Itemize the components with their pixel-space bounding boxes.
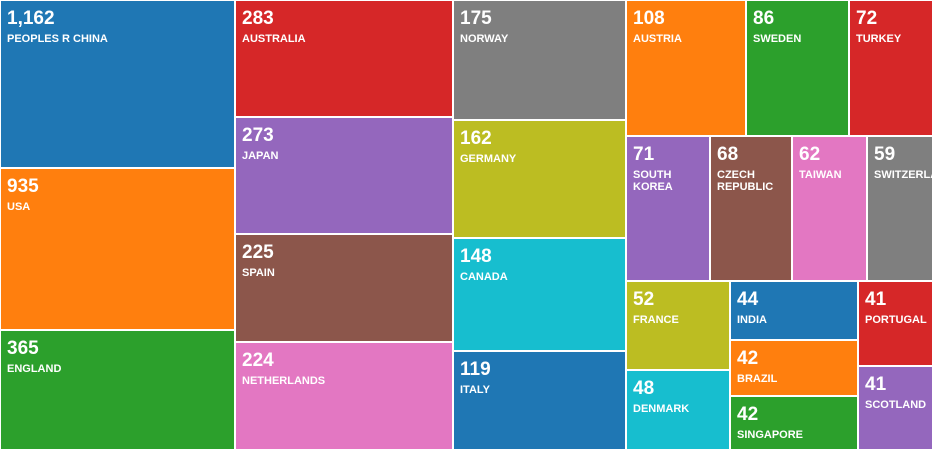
treemap-tile-japan: 273 JAPAN [235, 117, 453, 234]
tile-value: 224 [242, 350, 274, 371]
tile-value: 72 [856, 8, 878, 29]
tile-label: SCOTLAND [865, 399, 927, 411]
tile-label: FRANCE [633, 314, 679, 326]
tile-value: 273 [242, 125, 274, 146]
treemap-tile-singapore: 42 SINGAPORE [730, 396, 858, 450]
tile-label: SPAIN [242, 267, 275, 279]
tile-value: 71 [633, 144, 655, 165]
tile-label: JAPAN [242, 150, 279, 162]
tile-value: 41 [865, 374, 887, 395]
tile-value: 62 [799, 144, 821, 165]
tile-label: TAIWAN [799, 169, 842, 181]
treemap-tile-denmark: 48 DENMARK [626, 370, 730, 450]
treemap-tile-spain: 225 SPAIN [235, 234, 453, 342]
tile-label: GERMANY [460, 153, 517, 165]
treemap-tile-turkey: 72 TURKEY [849, 0, 933, 136]
tile-label: NORWAY [460, 33, 509, 45]
treemap-tile-italy: 119 ITALY [453, 351, 626, 450]
tile-value: 175 [460, 8, 492, 29]
treemap-tile-canada: 148 CANADA [453, 238, 626, 351]
tile-value: 44 [737, 289, 759, 310]
tile-value: 162 [460, 128, 492, 149]
treemap-tile-czech-republic: 68 CZECH REPUBLIC [710, 136, 792, 281]
tile-value: 41 [865, 289, 887, 310]
treemap-tile-scotland: 41 SCOTLAND [858, 366, 933, 450]
tile-value: 59 [874, 144, 896, 165]
tile-value: 119 [460, 359, 491, 380]
tile-value: 365 [7, 338, 39, 359]
tile-label: CANADA [460, 271, 508, 283]
treemap-tile-germany: 162 GERMANY [453, 120, 626, 238]
tile-value: 225 [242, 242, 274, 263]
tile-value: 86 [753, 8, 775, 29]
tile-value: 42 [737, 348, 759, 369]
tile-label: SWITZERLAND [874, 169, 932, 181]
tile-label: PEOPLES R CHINA [7, 33, 108, 45]
tile-label: ENGLAND [7, 363, 62, 375]
treemap-tile-austria: 108 AUSTRIA [626, 0, 746, 136]
treemap-tile-england: 365 ENGLAND [0, 330, 235, 450]
tile-label: AUSTRALIA [242, 33, 306, 45]
treemap-tile-norway: 175 NORWAY [453, 0, 626, 120]
treemap-tile-south-korea: 71 SOUTH KOREA [626, 136, 710, 281]
tile-value: 148 [460, 246, 492, 267]
tile-label: ITALY [460, 384, 490, 396]
tile-label: SOUTH KOREA [633, 169, 673, 193]
tile-label: DENMARK [633, 403, 690, 415]
tile-value: 1,162 [7, 8, 55, 29]
tile-label: SINGAPORE [737, 429, 804, 441]
tile-value: 48 [633, 378, 655, 399]
treemap-tile-france: 52 FRANCE [626, 281, 730, 370]
tile-label: BRAZIL [737, 373, 778, 385]
tile-value: 108 [633, 8, 665, 29]
treemap-tile-switzerland: 59 SWITZERLAND [867, 136, 933, 281]
treemap-tile-netherlands: 224 NETHERLANDS [235, 342, 453, 450]
tile-value: 42 [737, 404, 759, 425]
treemap-tile-brazil: 42 BRAZIL [730, 340, 858, 396]
tile-value: 68 [717, 144, 739, 165]
treemap-tile-peoples-r-china: 1,162 PEOPLES R CHINA [0, 0, 235, 168]
tile-label: SWEDEN [753, 33, 802, 45]
tile-value: 52 [633, 289, 655, 310]
treemap-tile-australia: 283 AUSTRALIA [235, 0, 453, 117]
tile-label: NETHERLANDS [242, 375, 326, 387]
tile-label: CZECH REPUBLIC [717, 169, 774, 193]
tile-value: 935 [7, 176, 39, 197]
tile-label: AUSTRIA [633, 33, 682, 45]
treemap-tile-taiwan: 62 TAIWAN [792, 136, 867, 281]
tile-label: TURKEY [856, 33, 902, 45]
treemap-tile-usa: 935 USA [0, 168, 235, 330]
tile-label: USA [7, 201, 31, 213]
tile-label: INDIA [737, 314, 767, 326]
tile-value: 283 [242, 8, 274, 29]
treemap-tile-portugal: 41 PORTUGAL [858, 281, 933, 366]
tile-label: PORTUGAL [865, 314, 927, 326]
treemap-tile-sweden: 86 SWEDEN [746, 0, 849, 136]
treemap-tile-india: 44 INDIA [730, 281, 858, 340]
